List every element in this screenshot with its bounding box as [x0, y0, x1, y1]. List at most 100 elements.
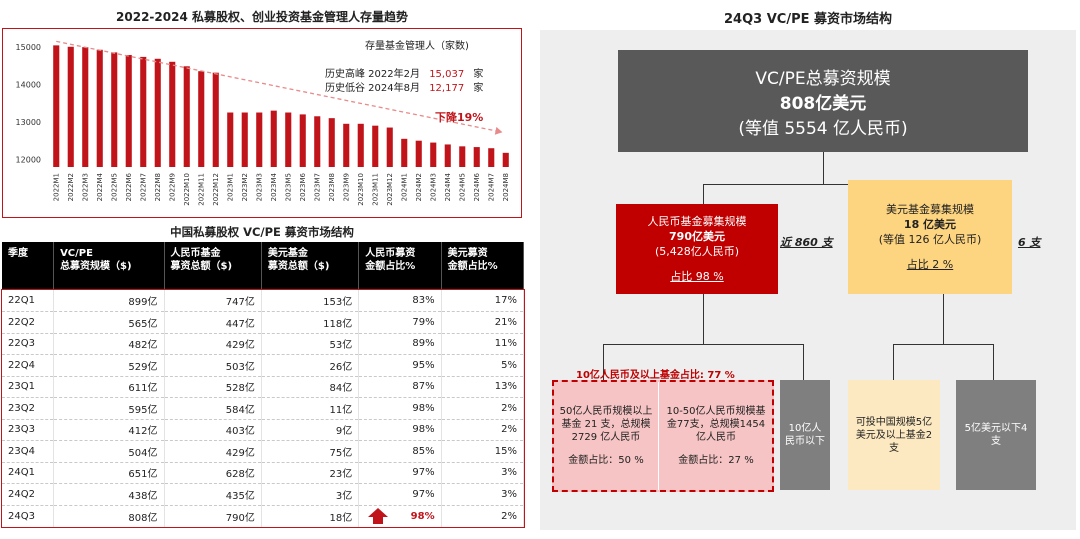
- bar: [285, 112, 292, 167]
- table-cell: 429亿: [164, 440, 262, 463]
- x-tick-label: 2024M5: [458, 173, 466, 201]
- table-cell: 23Q2: [2, 397, 55, 420]
- table-cell: 504亿: [53, 440, 165, 463]
- table-cell: 15%: [441, 440, 525, 463]
- up-arrow-icon: [368, 508, 388, 517]
- over-50-share: 金额占比：50 %: [568, 455, 644, 466]
- 10-50-fund-box: 10-50亿人民币规模基金77支，总规模1454亿人民币 金额占比：27 %: [660, 382, 772, 490]
- table-cell: 22Q2: [2, 311, 55, 334]
- table-cell: 153亿: [261, 290, 360, 312]
- x-tick-label: 2024M8: [502, 173, 510, 201]
- bar: [473, 147, 480, 167]
- table-cell: 595亿: [53, 397, 165, 420]
- usd-share: 占比 2 %: [906, 258, 954, 271]
- usd-fund-box: 美元基金募集规模 18 亿美元 (等值 126 亿人民币) 占比 2 %: [848, 180, 1012, 294]
- table-cell: 98%: [358, 397, 442, 420]
- connector: [703, 294, 704, 344]
- bar: [401, 138, 408, 167]
- bar: [96, 49, 103, 167]
- bar: [198, 71, 205, 167]
- high-label: 历史高峰 2022年2月: [325, 69, 420, 80]
- table-cell: 611亿: [53, 376, 165, 398]
- table-cell: 628亿: [164, 462, 262, 484]
- 10-50-text: 10-50亿人民币规模基金77支，总规模1454亿人民币: [666, 406, 766, 443]
- table-cell: 79%: [358, 311, 442, 334]
- table-row: 22Q3 482亿 429亿 53亿 89% 11%: [2, 333, 525, 355]
- column-header: 美元募资 金额占比%: [441, 242, 525, 290]
- x-tick-label: 2022M7: [139, 173, 147, 201]
- column-header: 人民币募资 金额占比%: [358, 242, 442, 290]
- table-cell: 651亿: [53, 462, 165, 484]
- connector: [803, 344, 804, 380]
- table-cell: 11亿: [261, 397, 360, 420]
- x-tick-label: 2023M8: [328, 173, 336, 201]
- table-cell: 584亿: [164, 397, 262, 420]
- table-cell: 503亿: [164, 354, 262, 377]
- table-cell: 83%: [358, 290, 442, 312]
- x-tick-label: 2022M5: [110, 173, 118, 201]
- y-tick-label: 15000: [16, 43, 41, 52]
- usd-large-fund-box: 可投中国规模5亿美元及以上基金2支: [848, 380, 940, 490]
- rmb-share: 占比 98 %: [670, 270, 724, 283]
- table-cell: 403亿: [164, 419, 262, 441]
- bar: [67, 46, 74, 167]
- low-unit: 家: [473, 83, 484, 94]
- right-title: 24Q3 VC/PE 募资市场结构: [724, 12, 892, 27]
- table-title: 中国私募股权 VC/PE 募资市场结构: [170, 225, 354, 239]
- table-cell: 482亿: [53, 333, 165, 355]
- x-tick-label: 2023M12: [386, 173, 394, 206]
- table-body: 22Q1 899亿 747亿 153亿 83% 17% 22Q2 565亿 447亿 118亿 79…: [1, 289, 525, 528]
- table-cell: 23Q4: [2, 440, 55, 463]
- table-cell: 2%: [441, 505, 525, 527]
- under-10-fund-box: 10亿人民币以下: [780, 380, 830, 490]
- rmb-fund-box: 人民币基金募集规模 790亿美元 (5,428亿人民币) 占比 98 %: [616, 204, 778, 294]
- high-note: 历史高峰 2022年2月 15,037 家: [325, 65, 483, 80]
- table-cell: 23Q1: [2, 376, 55, 398]
- table-cell: 18亿: [261, 505, 360, 527]
- table-cell: 13%: [441, 376, 525, 398]
- table-cell: 53亿: [261, 333, 360, 355]
- x-tick-label: 2024M7: [487, 173, 495, 201]
- table-row: 23Q4 504亿 429亿 75亿 85% 15%: [2, 440, 525, 463]
- bar: [386, 127, 393, 167]
- table-cell: 747亿: [164, 290, 262, 312]
- bar: [140, 56, 147, 167]
- bar: [154, 58, 161, 168]
- x-tick-label: 2023M5: [284, 173, 292, 201]
- table-cell: 22Q3: [2, 333, 55, 355]
- x-tick-label: 2022M6: [125, 172, 133, 201]
- table-cell: 118亿: [261, 311, 360, 334]
- table-cell: 24Q3: [2, 505, 55, 527]
- x-tick-label: 2023M6: [299, 172, 307, 201]
- bar: [256, 112, 263, 167]
- x-tick-label: 2023M3: [255, 173, 263, 201]
- connector: [893, 344, 894, 380]
- table-cell: 17%: [441, 290, 525, 312]
- bar: [488, 148, 495, 167]
- table-cell: 2%: [441, 419, 525, 441]
- trend-line: [56, 40, 496, 132]
- low-note: 历史低谷 2024年8月 12,177 家: [325, 79, 483, 94]
- x-tick-label: 2022M3: [81, 173, 89, 201]
- table-cell: 435亿: [164, 483, 262, 506]
- trend-arrow-icon: [494, 126, 503, 135]
- x-tick-label: 2022M10: [183, 173, 191, 206]
- total-fundraising-box: VC/PE总募资规模 808亿美元 (等值 5554 亿人民币): [618, 50, 1028, 152]
- table-cell: 808亿: [53, 505, 165, 527]
- column-header: 季度: [2, 242, 55, 290]
- connector: [893, 344, 993, 345]
- bar: [444, 144, 451, 167]
- x-tick-label: 2022M9: [168, 173, 176, 201]
- usd-small-fund-box: 5亿美元以下4支: [956, 380, 1036, 490]
- table-row: 23Q2 595亿 584亿 11亿 98% 2%: [2, 397, 525, 420]
- x-tick-label: 2023M11: [371, 173, 379, 206]
- table-cell: 529亿: [53, 354, 165, 377]
- total-value: 808亿美元: [779, 93, 867, 114]
- bar: [415, 140, 422, 167]
- table-cell: 429亿: [164, 333, 262, 355]
- bar: [357, 123, 364, 167]
- bar: [314, 116, 321, 167]
- connector: [943, 294, 944, 344]
- y-tick-label: 13000: [16, 118, 41, 127]
- table-cell: 447亿: [164, 311, 262, 334]
